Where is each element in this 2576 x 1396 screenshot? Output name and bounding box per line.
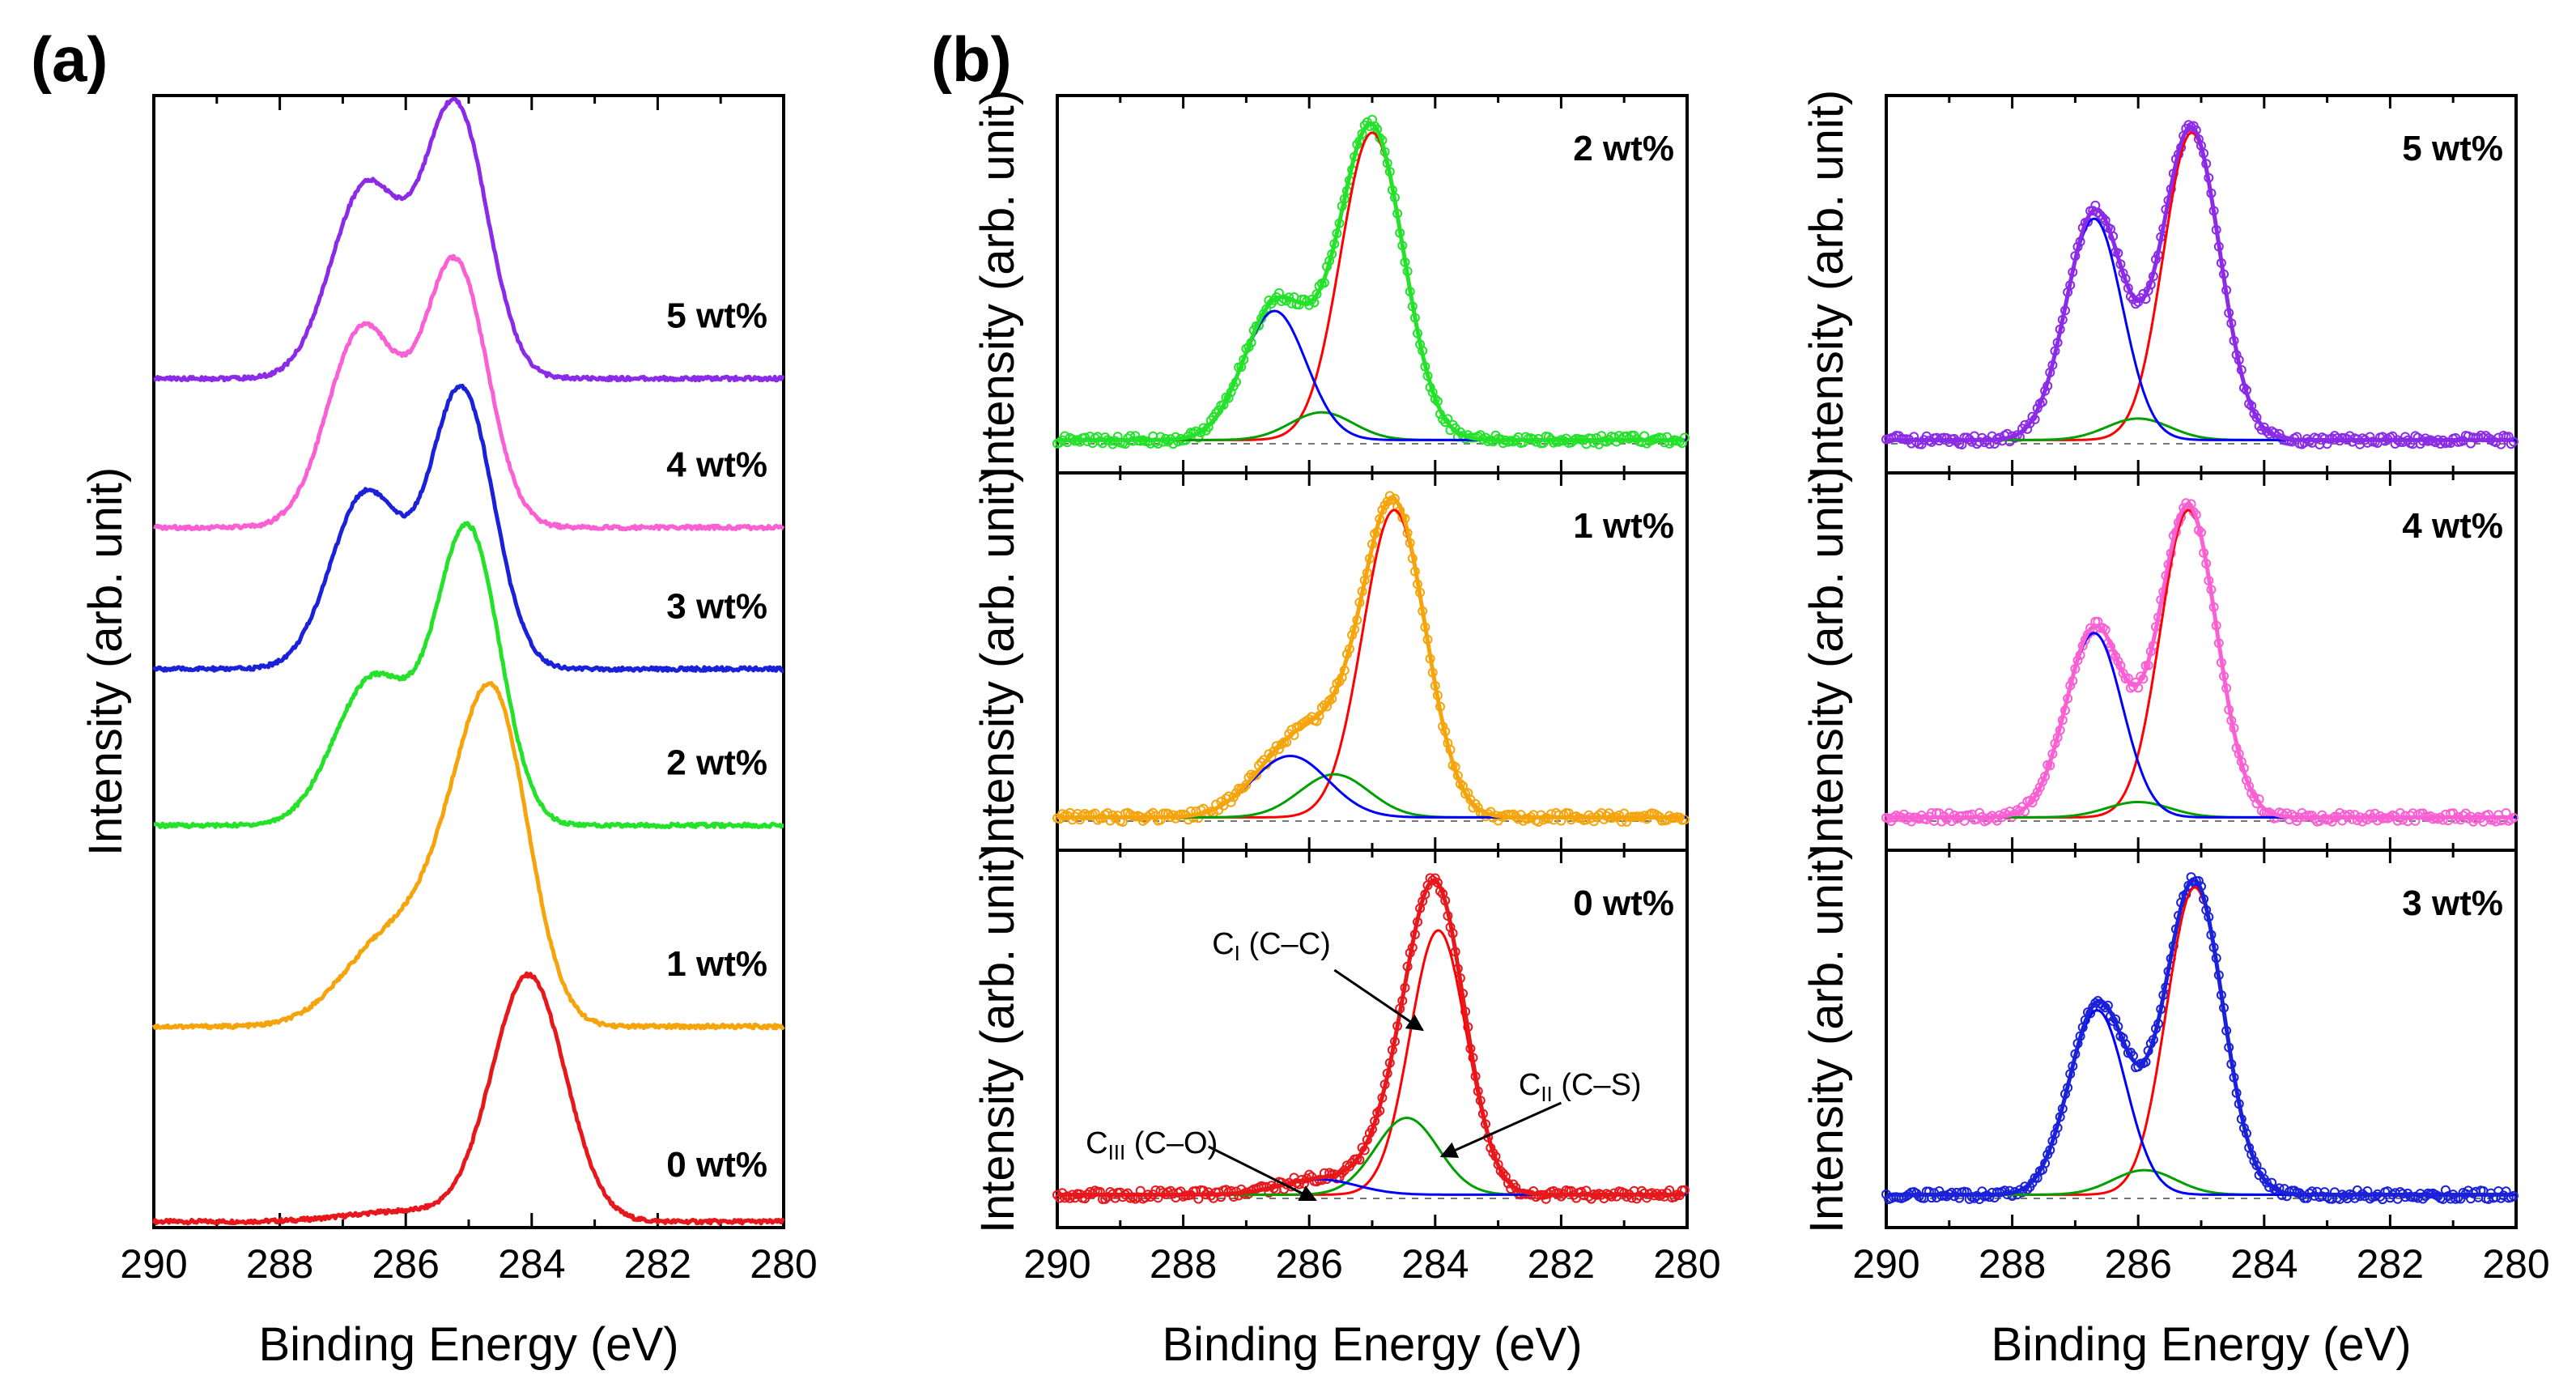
data-point (1239, 782, 1249, 793)
x-tick-label: 286 (372, 1241, 439, 1287)
data-point (1307, 295, 1317, 304)
data-points (1881, 120, 2519, 449)
x-tick-label: 290 (1852, 1241, 1919, 1287)
x-tick-label: 290 (120, 1241, 187, 1287)
x-tick-label: 288 (1150, 1241, 1217, 1287)
panel-b-right-chart: 5 wt% 4 wt% 3 wt% 290 288 286 284 282 280 Binding… (1800, 90, 2550, 1371)
component-CIII (1886, 1009, 2516, 1196)
y-axis-title: Intensity (arb. unit) (971, 845, 1024, 1233)
annotation-arrow-ciii (1208, 1145, 1317, 1202)
series-label: 4 wt% (666, 445, 767, 485)
x-tick-label: 284 (2230, 1241, 2298, 1287)
component-CIII (1057, 754, 1687, 819)
component-CIII (1057, 309, 1687, 441)
subplot-label: 2 wt% (1573, 129, 1674, 168)
component-CI (1886, 131, 2516, 441)
subplot-label: 4 wt% (2402, 506, 2503, 546)
subplot-0wt: 0 wt% CI (C–C) CII (C–S) CIII (C–O) (1052, 849, 1690, 1229)
x-axis-title: Binding Energy (eV) (1991, 1318, 2411, 1371)
y-axis-title: Intensity (arb. unit) (1800, 845, 1853, 1233)
data-point (1269, 746, 1279, 756)
series-line-1wt (151, 681, 785, 1031)
x-tick-label: 286 (1275, 1241, 1342, 1287)
fit-envelope (1886, 877, 2514, 1197)
subplot-5wt: 5 wt% (1881, 94, 2519, 475)
component-CI (1057, 131, 1687, 441)
component-CIII (1886, 632, 2516, 819)
annotation-arrow-ci (1333, 968, 1424, 1032)
y-axis-title: Intensity (arb. unit) (1800, 90, 1853, 479)
x-tick-label: 282 (1528, 1241, 1595, 1287)
series-label: 1 wt% (666, 944, 767, 984)
subplot-label: 3 wt% (2402, 883, 2503, 923)
fit-envelope (1886, 124, 2514, 442)
x-tick-label: 286 (2104, 1241, 2171, 1287)
fit-envelope (1886, 503, 2514, 819)
x-axis-title: Binding Energy (eV) (1162, 1318, 1582, 1371)
x-axis-title: Binding Energy (eV) (258, 1318, 678, 1371)
fit-envelope (1057, 496, 1685, 819)
y-axis-title: Intensity (arb. unit) (1800, 467, 1853, 856)
subplot-label: 1 wt% (1573, 506, 1674, 546)
x-tick-label: 280 (1653, 1241, 1720, 1287)
data-points (1881, 498, 2519, 827)
annotation-arrow-cii (1439, 1101, 1562, 1158)
series-label: 2 wt% (666, 743, 767, 783)
fit-envelope (1057, 121, 1685, 442)
subplot-label: 5 wt% (2402, 129, 2503, 168)
subplot-3wt: 3 wt% (1881, 849, 2519, 1229)
annotation-ci: CI (C–C) (1212, 927, 1331, 965)
component-CIII (1886, 217, 2516, 441)
fit-envelope (1057, 878, 1685, 1197)
x-tick-label: 290 (1023, 1241, 1090, 1287)
subplot-label: 0 wt% (1573, 883, 1674, 923)
subplot-4wt: 4 wt% (1881, 471, 2519, 852)
component-CII (1886, 1168, 2516, 1196)
series-label: 5 wt% (666, 296, 767, 336)
subplot-1wt: 1 wt% (1052, 471, 1690, 852)
y-axis-title: Intensity (arb. unit) (971, 90, 1024, 479)
series-line-4wt (152, 253, 785, 532)
data-point (1277, 739, 1286, 750)
annotation-cii: CII (C–S) (1519, 1068, 1642, 1106)
x-tick-label: 284 (498, 1241, 565, 1287)
x-tick-label: 282 (624, 1241, 691, 1287)
panel-label-a: (a) (31, 23, 108, 95)
series-label: 3 wt% (666, 586, 767, 626)
series-line-5wt (153, 96, 785, 383)
plot-frame (152, 94, 785, 1229)
panel-b-left-chart: 2 wt% 1 wt% 0 wt% CI (C–C) CII (C–S) CIII (C–… (971, 90, 1721, 1371)
x-tick-label: 282 (2357, 1241, 2424, 1287)
x-tick-label: 288 (246, 1241, 313, 1287)
annotation-ciii: CIII (C–O) (1086, 1126, 1218, 1164)
x-tick-label: 280 (750, 1241, 817, 1287)
panel-a-chart: 290 288 286 284 282 280 Binding Energy (eV) Int… (79, 94, 818, 1371)
series-line-3wt (151, 383, 785, 673)
x-tick-label: 288 (1979, 1241, 2046, 1287)
series-label: 0 wt% (666, 1145, 767, 1185)
panel-label-b: (b) (931, 23, 1012, 95)
x-tick-label: 284 (1401, 1241, 1469, 1287)
y-axis-title: Intensity (arb. unit) (971, 467, 1024, 856)
series-line-2wt (153, 521, 784, 830)
x-tick-label: 280 (2482, 1241, 2549, 1287)
series-line-0wt (151, 971, 785, 1226)
component-CI (1886, 886, 2516, 1196)
y-axis-title: Intensity (arb. unit) (79, 467, 132, 856)
subplot-2wt: 2 wt% (1052, 94, 1690, 475)
